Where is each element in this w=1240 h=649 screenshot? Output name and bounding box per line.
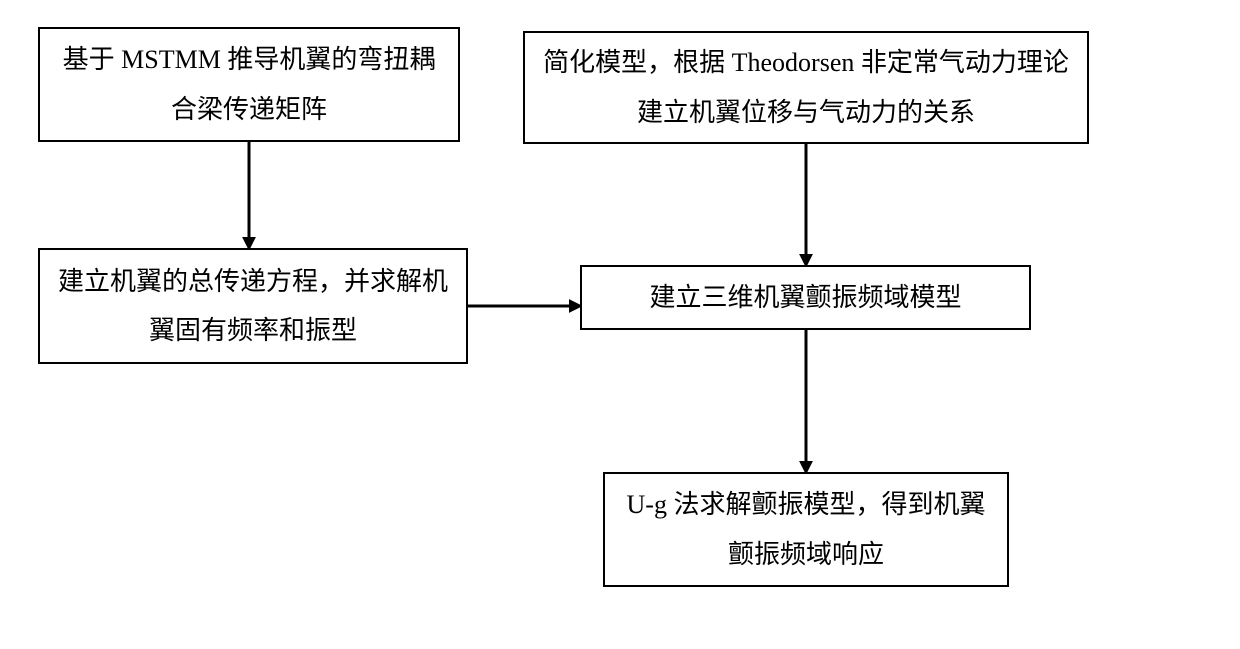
node-total-transfer-equation: 建立机翼的总传递方程，并求解机翼固有频率和振型 [38, 248, 468, 364]
node-label: 建立三维机翼颤振频域模型 [649, 273, 961, 322]
flowchart-canvas: 基于 MSTMM 推导机翼的弯扭耦合梁传递矩阵 简化模型，根据 Theodors… [0, 0, 1240, 649]
node-label: 简化模型，根据 Theodorsen 非定常气动力理论建立机翼位移与气动力的关系 [539, 38, 1073, 137]
node-theodorsen-model: 简化模型，根据 Theodorsen 非定常气动力理论建立机翼位移与气动力的关系 [523, 31, 1089, 144]
node-ug-solve-flutter: U-g 法求解颤振模型，得到机翼颤振频域响应 [603, 472, 1009, 587]
node-3d-flutter-freq-model: 建立三维机翼颤振频域模型 [580, 265, 1031, 330]
node-label: 基于 MSTMM 推导机翼的弯扭耦合梁传递矩阵 [54, 35, 444, 134]
node-label: 建立机翼的总传递方程，并求解机翼固有频率和振型 [54, 257, 452, 356]
node-mstmm-transfer-matrix: 基于 MSTMM 推导机翼的弯扭耦合梁传递矩阵 [38, 27, 460, 142]
node-label: U-g 法求解颤振模型，得到机翼颤振频域响应 [619, 480, 993, 579]
